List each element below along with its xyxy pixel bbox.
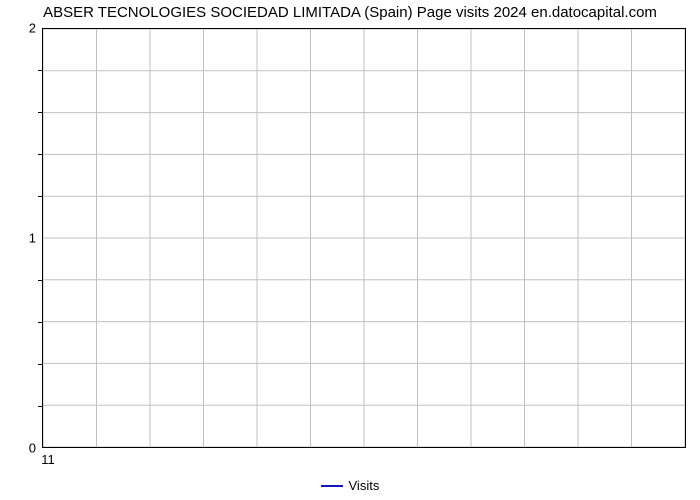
y-tick-label: 1 — [22, 231, 36, 246]
y-minor-tick — [38, 70, 42, 71]
y-minor-tick — [38, 196, 42, 197]
y-minor-tick — [38, 280, 42, 281]
grid — [43, 29, 685, 447]
legend-label: Visits — [349, 478, 380, 493]
legend-line-icon — [321, 485, 343, 487]
y-minor-tick — [38, 154, 42, 155]
y-minor-tick — [38, 406, 42, 407]
y-tick-label: 2 — [22, 21, 36, 36]
plot-area — [42, 28, 686, 448]
y-minor-tick — [38, 364, 42, 365]
y-minor-tick — [38, 112, 42, 113]
chart-title: ABSER TECNOLOGIES SOCIEDAD LIMITADA (Spa… — [0, 4, 700, 21]
legend: Visits — [321, 478, 380, 493]
y-minor-tick — [38, 322, 42, 323]
y-tick-label: 0 — [22, 441, 36, 456]
x-tick-label: 11 — [41, 452, 55, 467]
